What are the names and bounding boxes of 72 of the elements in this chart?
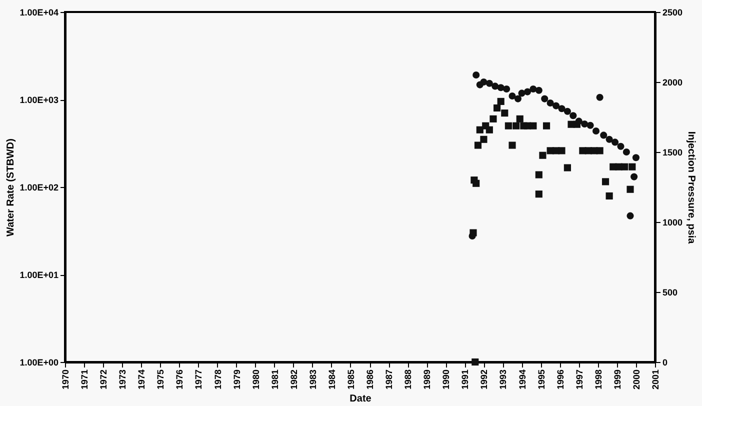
x-tick-label: 1970 [60, 370, 70, 390]
y-tick-label: 1.00E+00 [20, 358, 58, 368]
x-tick-label: 1977 [194, 370, 204, 390]
point [628, 163, 636, 170]
point [602, 178, 610, 186]
x-tick-label: 1988 [403, 370, 414, 390]
y2-tick-label: 1000 [662, 218, 683, 228]
x-tick-label: 1985 [346, 370, 356, 390]
x-tick-label: 1973 [118, 370, 128, 390]
x-tick-label: 1980 [250, 370, 261, 390]
x-tick-label: 1971 [80, 370, 90, 390]
x-tick-label: 1978 [212, 370, 223, 390]
point [535, 190, 542, 198]
x-tick-label: 2001 [650, 370, 660, 390]
y-tick-label: 1.00E+04 [20, 8, 58, 18]
x-tick-label: 1994 [517, 370, 528, 390]
point [606, 192, 613, 200]
point [490, 115, 497, 122]
x-tick-label: 1982 [288, 370, 299, 390]
point [504, 122, 512, 130]
x-tick-label: 1993 [498, 370, 508, 390]
y2-tick-label: 2000 [662, 78, 683, 88]
point [486, 126, 493, 134]
x-tick-label: 1986 [365, 370, 376, 390]
y2-tick-label: 2500 [662, 8, 683, 18]
x-tick-label: 1976 [174, 370, 185, 390]
x-tick-label: 1984 [326, 370, 337, 390]
y2-tick-label: 1500 [662, 148, 683, 158]
point [474, 142, 482, 149]
y-axis-title: Water Rate (STBWD) [6, 138, 17, 236]
point [558, 147, 566, 154]
point [542, 122, 550, 130]
x-tick-label: 1981 [270, 370, 280, 390]
x-tick-label: 1975 [156, 370, 166, 390]
point [497, 98, 504, 105]
x-tick-label: 1991 [460, 370, 470, 390]
x-tick-label: 1996 [555, 370, 566, 390]
point [516, 115, 524, 122]
x-tick-label: 1974 [136, 370, 147, 390]
y2-axis-title: Injection Pressure, psia [686, 131, 697, 244]
point [508, 142, 516, 149]
point [535, 171, 542, 178]
y-tick-label: 1.00E+01 [20, 270, 58, 280]
x-tick-label: 1998 [593, 370, 604, 390]
y-tick-label: 1.00E+03 [20, 95, 58, 105]
point [621, 163, 628, 170]
point [472, 180, 480, 187]
x-tick-label: 1997 [574, 370, 584, 390]
x-tick-label: 1990 [441, 370, 452, 390]
x-tick-label: 2000 [631, 370, 642, 390]
x-tick-label: 1995 [536, 370, 546, 390]
y2-tick-label: 500 [662, 288, 678, 298]
point [596, 147, 604, 154]
x-tick-label: 1987 [384, 370, 394, 390]
y-tick-label: 1.00E+02 [20, 182, 58, 192]
point [493, 104, 501, 112]
x-tick-label: 1999 [612, 370, 622, 390]
x-tick-label: 1972 [98, 370, 109, 390]
x-axis-title: Date [350, 394, 372, 405]
point [472, 358, 479, 366]
point [626, 186, 634, 193]
x-tick-label: 1983 [308, 370, 318, 390]
point [512, 122, 520, 130]
point [530, 122, 537, 130]
point [480, 136, 488, 143]
point [501, 110, 508, 117]
x-tick-label: 1989 [422, 370, 432, 390]
x-tick-label: 1979 [232, 370, 242, 390]
x-tick-label: 1992 [479, 370, 490, 390]
point [564, 164, 571, 172]
point [539, 152, 546, 159]
y2-tick-label: 0 [662, 358, 668, 368]
